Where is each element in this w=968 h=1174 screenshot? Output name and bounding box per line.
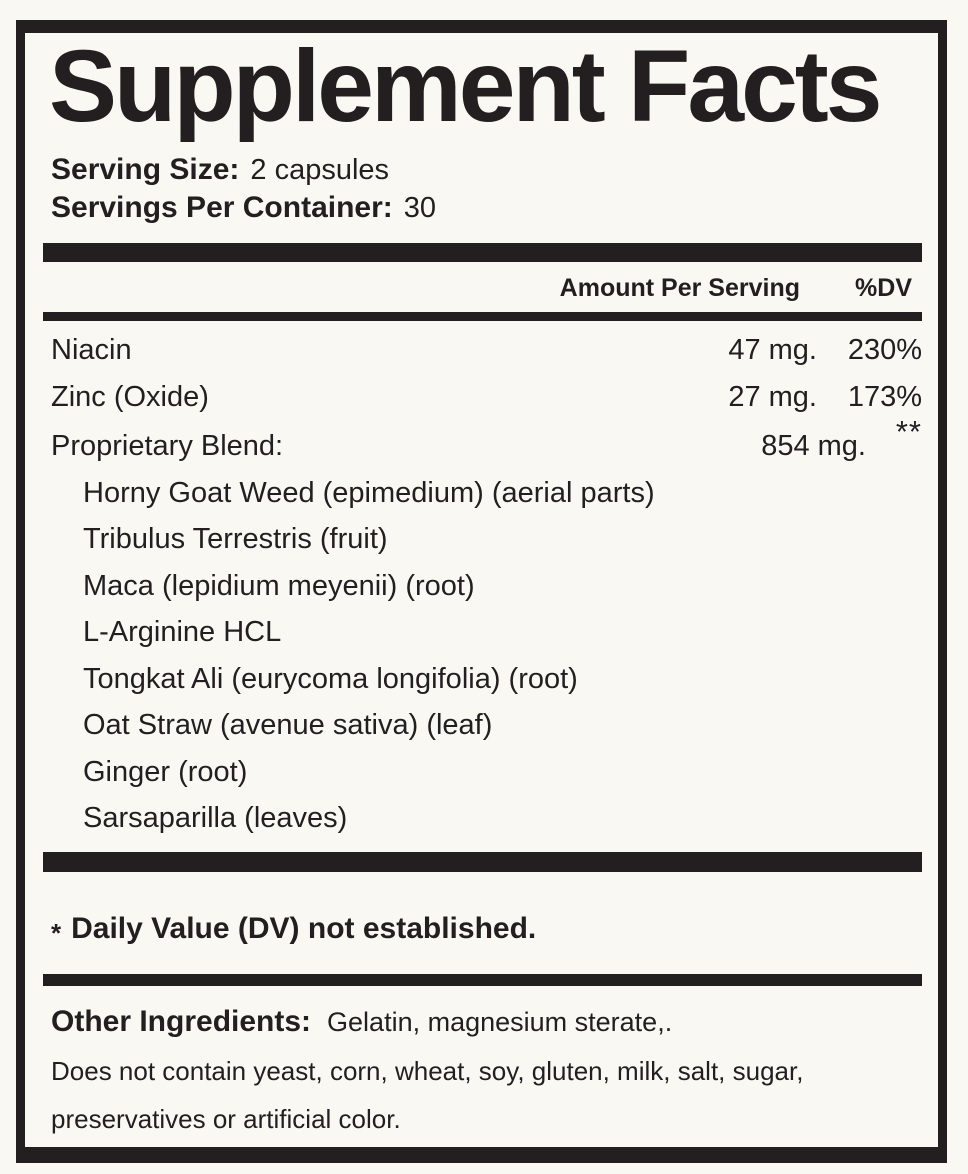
serving-size-line: Serving Size: 2 capsules <box>51 151 922 189</box>
serving-info: Serving Size: 2 capsules Servings Per Con… <box>43 151 922 227</box>
allergen-disclaimer: Does not contain yeast, corn, wheat, soy… <box>43 1054 922 1136</box>
divider-thick-top <box>43 242 922 262</box>
nutrient-amount: 27 mg. <box>728 380 817 413</box>
other-ingredients-line: Other Ingredients: Gelatin, magnesium ste… <box>43 1004 922 1040</box>
list-item: Horny Goat Weed (epimedium) (aerial part… <box>83 476 655 509</box>
serving-size-value: 2 capsules <box>250 153 390 186</box>
nutrient-dv: 173% <box>847 380 922 413</box>
table-row: Niacin 47 mg. 230% <box>43 327 922 374</box>
nutrient-amount: 854 mg. <box>761 429 866 462</box>
serving-size-label: Serving Size: <box>51 152 240 186</box>
blend-ingredient-list: Horny Goat Weed (epimedium) (aerial part… <box>43 470 922 842</box>
divider-above-other-ingredients <box>43 973 922 986</box>
other-ingredients-value: Gelatin, magnesium sterate,. <box>327 1006 673 1037</box>
list-item: Tongkat Ali (eurycoma longifolia) (root) <box>83 662 578 695</box>
divider-thick-bottom <box>43 851 922 872</box>
other-ingredients-label: Other Ingredients: <box>51 1004 312 1038</box>
nutrient-name: Proprietary Blend: <box>51 429 284 462</box>
servings-per-container-line: Servings Per Container: 30 <box>51 189 922 227</box>
nutrient-dv: 230% <box>847 333 922 366</box>
table-header-row: Amount Per Serving %DV <box>43 272 922 304</box>
nutrient-dv: ** <box>895 413 922 449</box>
daily-value-footnote-text: Daily Value (DV) not established. <box>71 911 537 945</box>
supplement-facts-panel: Supplement Facts Serving Size: 2 capsules… <box>16 20 947 1163</box>
nutrient-rows: Niacin 47 mg. 230% Zinc (Oxide) 27 mg. 1… <box>43 327 922 470</box>
servings-per-container-label: Servings Per Container: <box>51 190 393 224</box>
list-item: L-Arginine HCL <box>83 616 282 649</box>
panel-title: Supplement Facts <box>49 29 883 143</box>
list-item: Maca (lepidium meyenii) (root) <box>83 569 475 602</box>
table-row-proprietary-blend: Proprietary Blend: 854 mg. ** <box>43 414 922 470</box>
disclaimer-line-1: Does not contain yeast, corn, wheat, soy… <box>51 1055 804 1086</box>
list-item: Ginger (root) <box>83 755 248 788</box>
disclaimer-line-2: preservatives or artificial color. <box>51 1103 401 1134</box>
nutrient-name: Zinc (Oxide) <box>51 380 209 413</box>
amount-per-serving-header: Amount Per Serving <box>559 273 800 302</box>
nutrient-amount: 47 mg. <box>728 333 817 366</box>
divider-under-header <box>43 311 922 321</box>
list-item: Oat Straw (avenue sativa) (leaf) <box>83 709 493 742</box>
asterisk-mark: * <box>51 917 62 948</box>
servings-per-container-value: 30 <box>403 191 437 224</box>
percent-dv-header: %DV <box>855 273 912 302</box>
table-row: Zinc (Oxide) 27 mg. 173% <box>43 374 922 421</box>
daily-value-footnote: * Daily Value (DV) not established. <box>43 911 922 948</box>
nutrient-name: Niacin <box>51 333 132 366</box>
list-item: Tribulus Terrestris (fruit) <box>83 523 388 556</box>
list-item: Sarsaparilla (leaves) <box>83 802 348 835</box>
